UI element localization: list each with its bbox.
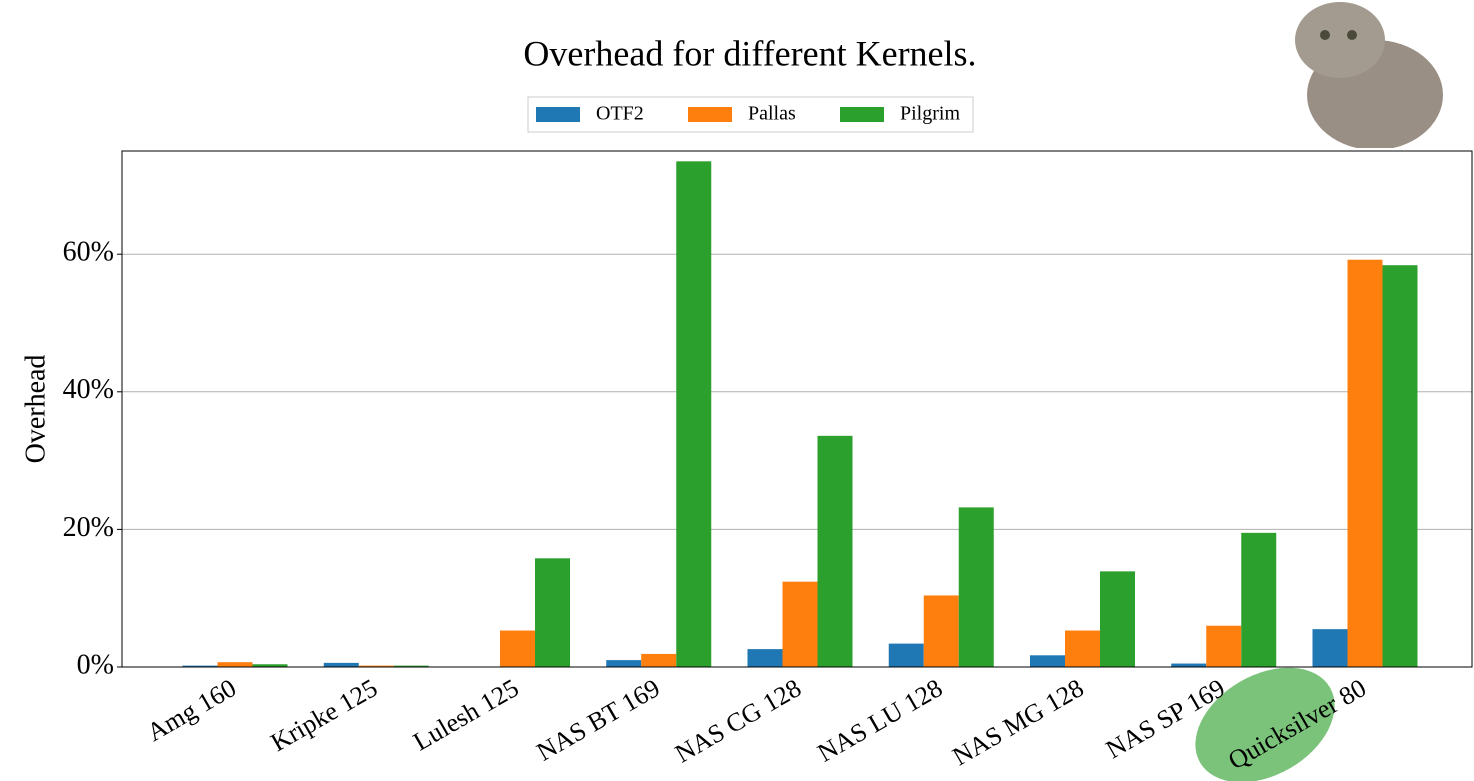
bar <box>1241 533 1276 667</box>
y-tick-label: 60% <box>63 237 114 268</box>
bar <box>218 662 253 667</box>
bar <box>783 582 818 667</box>
bar <box>324 663 359 667</box>
bar <box>535 558 570 667</box>
bar <box>1313 629 1348 667</box>
bar <box>1065 631 1100 667</box>
bar <box>606 660 641 667</box>
bar <box>924 595 959 667</box>
legend-label: OTF2 <box>596 103 644 125</box>
bar <box>889 644 924 667</box>
legend-label: Pilgrim <box>900 103 960 125</box>
chart-title: Overhead for different Kernels. <box>523 33 976 73</box>
bar <box>818 436 853 667</box>
bar <box>1348 260 1383 667</box>
legend-swatch <box>840 107 884 122</box>
legend-label: Pallas <box>748 103 796 125</box>
y-tick-label: 0% <box>77 649 114 680</box>
x-tick-label: Amg 160 <box>142 673 241 747</box>
bar <box>1171 664 1206 667</box>
x-tick-label: NAS LU 128 <box>813 673 948 767</box>
bar <box>748 649 783 667</box>
cat-illustration <box>1270 2 1474 151</box>
bar <box>1206 626 1241 667</box>
x-tick-label: Lulesh 125 <box>408 673 523 756</box>
bar <box>1030 655 1065 667</box>
bar <box>1383 265 1418 667</box>
x-tick-label: NAS MG 128 <box>948 673 1089 771</box>
y-tick-label: 40% <box>63 374 114 405</box>
bar <box>959 507 994 667</box>
x-tick-label: NAS BT 169 <box>532 673 665 767</box>
bar <box>641 654 676 667</box>
legend-swatch <box>688 107 732 122</box>
y-tick-label: 20% <box>63 512 114 543</box>
x-tick-label: Kripke 125 <box>266 673 382 757</box>
x-tick-label: NAS CG 128 <box>670 673 806 768</box>
legend-swatch <box>536 107 580 122</box>
y-axis-label: Overhead <box>20 355 51 464</box>
bar <box>1100 571 1135 667</box>
bar <box>676 161 711 667</box>
bar <box>500 631 535 667</box>
chart: Overhead for different Kernels. Overhead… <box>0 0 1474 781</box>
